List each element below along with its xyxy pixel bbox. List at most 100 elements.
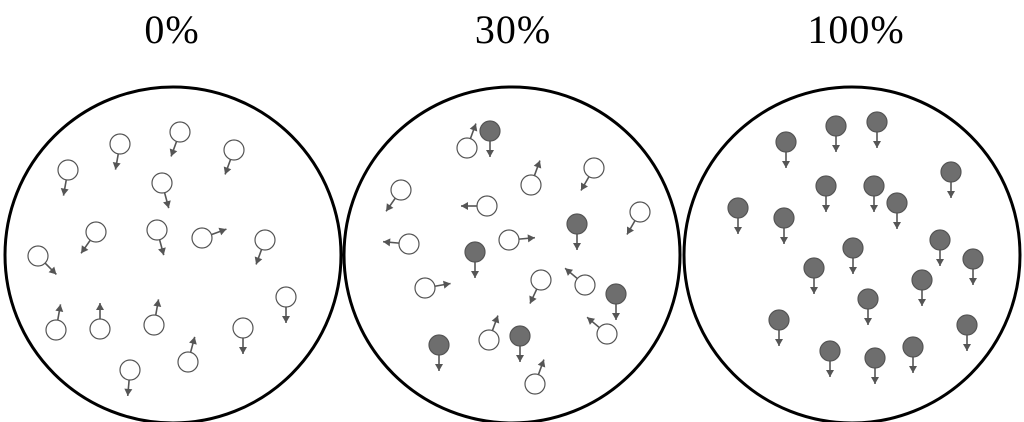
random-particle-dot bbox=[520, 174, 542, 196]
aligned-particle bbox=[857, 288, 879, 325]
aligned-particle bbox=[863, 175, 885, 212]
spin-arrow-head bbox=[533, 160, 542, 169]
spin-arrow-head bbox=[780, 237, 788, 244]
random-particle bbox=[45, 304, 67, 341]
random-particle bbox=[254, 229, 276, 265]
spin-arrow-head bbox=[909, 366, 917, 373]
aligned-particle-dot bbox=[940, 161, 962, 183]
spin-arrow-head bbox=[627, 226, 634, 235]
spin-arrow-head bbox=[223, 166, 232, 175]
spin-arrow-head bbox=[822, 205, 830, 212]
spin-arrow-head bbox=[873, 141, 881, 148]
aligned-particle-dot bbox=[775, 131, 797, 153]
aligned-particle-dot bbox=[727, 197, 749, 219]
aligned-particle-dot bbox=[962, 248, 984, 270]
random-particle-dot bbox=[146, 219, 168, 241]
aligned-particle-dot bbox=[566, 213, 588, 235]
random-particle bbox=[80, 221, 107, 254]
random-particle bbox=[478, 315, 500, 351]
spin-arrow-head bbox=[537, 359, 546, 368]
random-particle bbox=[275, 286, 297, 323]
random-particle-dot bbox=[109, 133, 131, 155]
aligned-particle-dot bbox=[956, 314, 978, 336]
aligned-particle-dot bbox=[911, 269, 933, 291]
spin-arrow-head bbox=[918, 299, 926, 306]
spin-arrow-head bbox=[516, 355, 524, 362]
random-particle-dot bbox=[177, 351, 199, 373]
random-particle bbox=[177, 336, 199, 373]
spin-arrow-head bbox=[775, 339, 783, 346]
aligned-particle bbox=[825, 115, 847, 152]
spin-arrow-head bbox=[435, 364, 443, 371]
spin-arrow-head bbox=[81, 245, 89, 254]
spin-arrow-head bbox=[849, 267, 857, 274]
spin-arrow-head bbox=[573, 243, 581, 250]
random-particle bbox=[109, 133, 131, 170]
random-particle-dot bbox=[629, 201, 651, 223]
spin-arrow-head bbox=[169, 148, 178, 157]
panel-label-2: 100% bbox=[807, 7, 905, 52]
random-particle bbox=[385, 179, 412, 212]
aligned-particle bbox=[864, 347, 886, 384]
spin-arrow-head bbox=[48, 266, 57, 275]
aligned-particle bbox=[479, 120, 501, 157]
aligned-particle-dot bbox=[479, 120, 501, 142]
aligned-particle bbox=[842, 237, 864, 274]
spin-arrow-head bbox=[471, 271, 479, 278]
container-circle bbox=[342, 85, 682, 422]
spin-arrow-head bbox=[461, 202, 468, 210]
aligned-particle-dot bbox=[842, 237, 864, 259]
aligned-particle-dot bbox=[819, 340, 841, 362]
aligned-particle bbox=[775, 131, 797, 168]
random-particle bbox=[146, 219, 168, 256]
panel-unaligned bbox=[3, 85, 343, 422]
spin-arrow-head bbox=[587, 317, 596, 325]
aligned-particle bbox=[902, 336, 924, 373]
random-particle bbox=[580, 157, 605, 191]
spin-arrow-head bbox=[963, 344, 971, 351]
random-particle-dot bbox=[530, 269, 552, 291]
aligned-particle bbox=[819, 340, 841, 377]
spin-arrow-head bbox=[581, 182, 588, 191]
spin-arrow-head bbox=[734, 227, 742, 234]
random-particle bbox=[414, 277, 451, 299]
random-particle-dot bbox=[85, 221, 107, 243]
random-particle-dot bbox=[119, 359, 141, 381]
panel-fully-aligned bbox=[682, 85, 1022, 422]
random-particle-dot bbox=[414, 277, 436, 299]
random-particle bbox=[456, 123, 478, 159]
spin-arrow-head bbox=[163, 200, 171, 209]
spin-arrow-head bbox=[565, 268, 574, 276]
spin-arrow-head bbox=[969, 278, 977, 285]
aligned-particle-dot bbox=[864, 347, 886, 369]
random-particle-dot bbox=[275, 286, 297, 308]
spin-arrow-head bbox=[491, 315, 500, 324]
spin-arrow-head bbox=[124, 388, 133, 396]
aligned-particle bbox=[866, 111, 888, 148]
aligned-particle bbox=[727, 197, 749, 234]
random-particle bbox=[143, 299, 165, 336]
spin-arrow-head bbox=[612, 313, 620, 320]
random-particle bbox=[191, 227, 227, 249]
aligned-particle bbox=[886, 192, 908, 229]
spin-arrow-head bbox=[936, 259, 944, 266]
random-particle-dot bbox=[583, 157, 605, 179]
random-particle-dot bbox=[478, 329, 500, 351]
random-particle-dot bbox=[498, 229, 520, 251]
aligned-particle bbox=[464, 241, 486, 278]
spin-arrow-head bbox=[486, 150, 494, 157]
aligned-particle bbox=[911, 269, 933, 306]
spin-arrow-head bbox=[947, 191, 955, 198]
aligned-particle-dot bbox=[929, 229, 951, 251]
spin-arrow-head bbox=[153, 299, 162, 307]
aligned-particle-dot bbox=[773, 207, 795, 229]
spin-arrow-head bbox=[60, 188, 69, 196]
spin-arrow-head bbox=[782, 161, 790, 168]
spin-arrow-head bbox=[254, 256, 263, 265]
spin-arrow-head bbox=[96, 303, 104, 310]
panel-partially-aligned bbox=[342, 85, 682, 422]
spin-arrow-head bbox=[870, 205, 878, 212]
spin-arrow-head bbox=[158, 247, 166, 256]
random-particle bbox=[223, 139, 245, 175]
aligned-particle bbox=[773, 207, 795, 244]
